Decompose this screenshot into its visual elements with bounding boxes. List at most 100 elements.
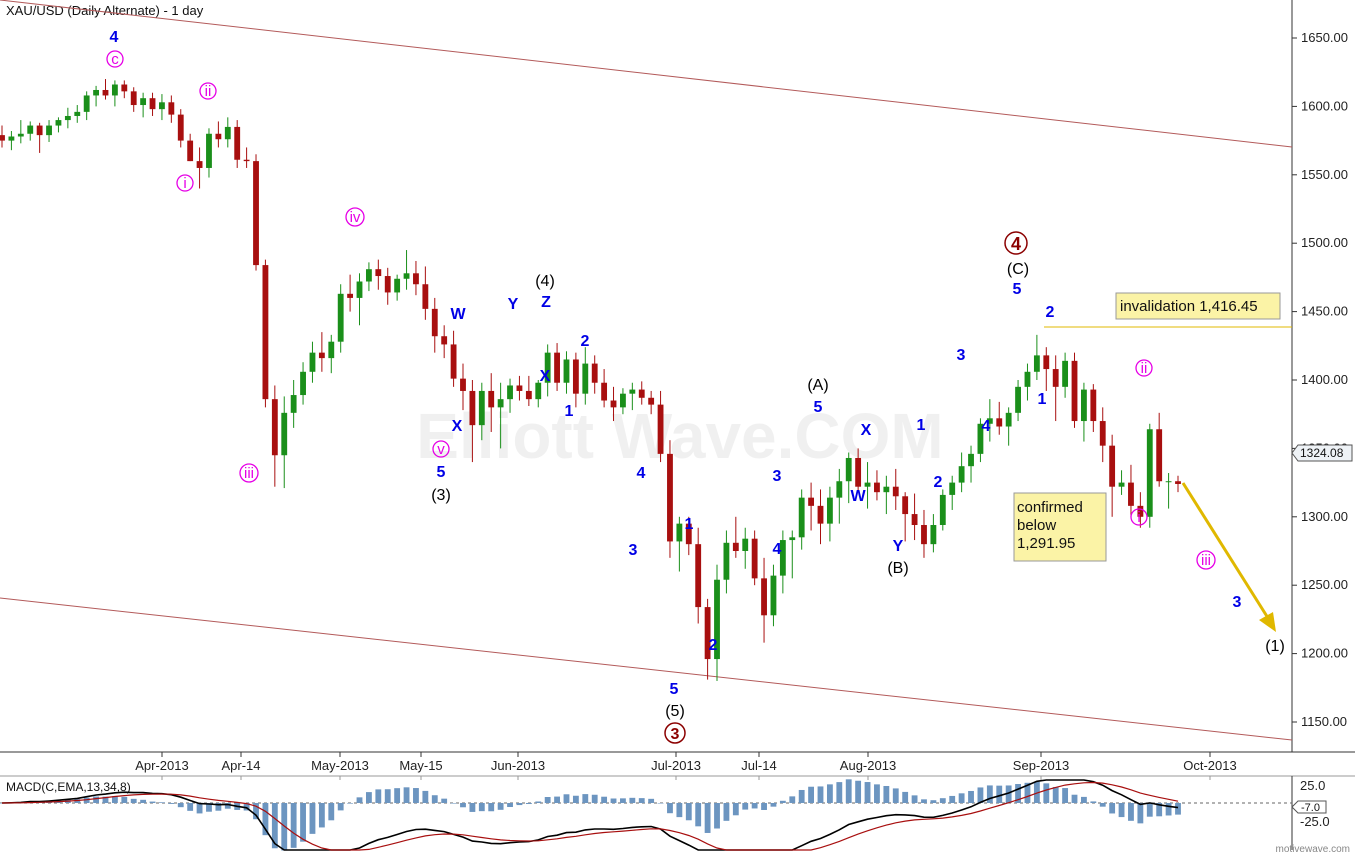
current-price-value: 1324.08 [1300, 446, 1344, 460]
candle-body [610, 400, 617, 408]
macd-label: MACD(C,EMA,13,34,8) [6, 780, 131, 794]
candle-body [1081, 389, 1087, 422]
macd-hist-bar [939, 798, 946, 803]
macd-hist-bar [507, 803, 513, 808]
macd-hist-bar [883, 785, 890, 803]
macd-hist-bar [215, 803, 222, 811]
macd-line [1, 779, 1179, 851]
candles [0, 79, 1181, 681]
wave-label: 4 [637, 465, 646, 482]
macd-hist-bar [563, 794, 570, 803]
macd-hist-bar [986, 785, 993, 803]
candle-body [732, 542, 739, 551]
macd-current-tag [1291, 800, 1327, 814]
candle-body [845, 457, 852, 482]
wave-label: 4 [773, 541, 782, 558]
wave-label: 2 [934, 474, 943, 491]
macd-hist-bar [544, 797, 551, 803]
macd-hist-bar [1146, 803, 1153, 817]
wave-circle [1196, 550, 1216, 570]
candle-body [422, 284, 429, 309]
candle-body [1165, 481, 1172, 483]
price-tick-label: 1400.00 [1301, 372, 1348, 387]
candle-body [977, 423, 984, 454]
candle-body [337, 293, 344, 342]
macd-hist-bar [130, 798, 137, 803]
candle-body [930, 525, 937, 545]
candle-body [789, 537, 796, 541]
wave-label: (A) [807, 377, 828, 394]
macd-hist-bar [516, 803, 523, 806]
candle-body [817, 505, 824, 524]
candle-body [601, 382, 608, 401]
price-tick-label: 1650.00 [1301, 30, 1348, 45]
candle-body [685, 523, 692, 545]
candle-body [130, 91, 137, 106]
candle-body [431, 308, 438, 337]
macd-hist-bar [1033, 781, 1040, 803]
candle-body [770, 575, 777, 616]
candle-body [883, 486, 890, 493]
candle-body [1033, 355, 1040, 372]
time-tick-label: Jun-2013 [491, 758, 545, 773]
candle-body [535, 382, 542, 400]
macd-hist-bar [930, 800, 937, 803]
macd-hist-bar [648, 798, 655, 803]
candle-body [497, 399, 504, 408]
wave-label: i [183, 175, 186, 192]
macd-hist-bar [441, 798, 448, 803]
candle-body [83, 95, 90, 112]
macd-hist-bar [826, 784, 833, 803]
candle-body [892, 486, 899, 497]
price-tick-label: 1300.00 [1301, 509, 1348, 524]
candle-body [1043, 355, 1050, 370]
macd-histogram [0, 779, 1181, 851]
macd-hist-bar [808, 786, 815, 803]
macd-hist-bar [921, 799, 927, 803]
macd-hist-bar [83, 797, 90, 803]
wave-label: iv [350, 209, 361, 226]
macd-hist-bar [1071, 794, 1078, 803]
macd-hist-bar [836, 782, 843, 803]
candle-body [102, 89, 109, 96]
macd-hist-bar [1015, 784, 1021, 803]
macd-hist-bar [864, 782, 871, 803]
wave-label: 3 [773, 468, 782, 485]
wave-label: (C) [1007, 261, 1029, 278]
macd-hist-bar [667, 803, 673, 814]
macd-hist-bar [704, 803, 711, 833]
candle-body [855, 457, 862, 487]
wave-label: X [452, 418, 463, 435]
candle-body [206, 133, 212, 168]
candle-body [300, 371, 306, 396]
candle-body [384, 276, 391, 293]
macd-hist-bar [253, 803, 259, 820]
candle-body [1062, 360, 1069, 387]
candle-body [469, 390, 476, 426]
wave-label: c [111, 51, 119, 68]
macd-hist-bar [394, 788, 401, 803]
macd-hist-bar [1052, 786, 1059, 803]
candle-body [1109, 445, 1116, 487]
wave-label: 5 [437, 464, 446, 481]
wave-circle [106, 50, 124, 68]
invalidation-box [1115, 292, 1281, 320]
macd-hist-bar [413, 788, 419, 803]
candle-body [554, 352, 560, 383]
candle-body [177, 114, 184, 141]
wave-label: (3) [431, 487, 451, 504]
wave-label: 1 [565, 403, 574, 420]
macd-hist-bar [601, 796, 608, 803]
candle-body [667, 453, 673, 542]
candle-body [949, 482, 956, 495]
wave-label: W [450, 306, 466, 323]
macd-hist-bar [1043, 783, 1050, 803]
price-tick-label: 1200.00 [1301, 646, 1348, 661]
candle-body [826, 497, 833, 524]
wave-label: 2 [1046, 304, 1055, 321]
macd-hist-bar [450, 803, 457, 804]
confirmed-line-3: 1,291.95 [1017, 535, 1075, 552]
candle-body [450, 344, 457, 379]
macd-hist-bar [488, 803, 495, 812]
